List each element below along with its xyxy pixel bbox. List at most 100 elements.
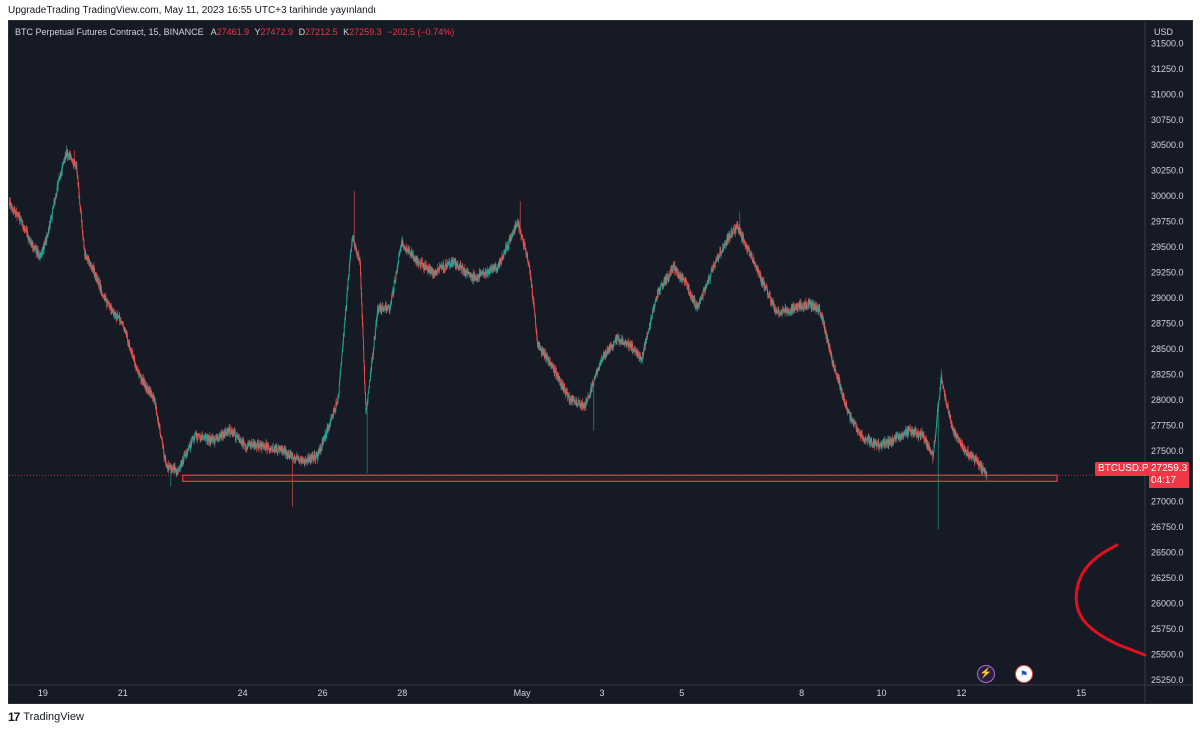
candle-body	[515, 224, 517, 228]
candle-body	[82, 229, 84, 235]
candle-body	[87, 258, 89, 261]
candle-body	[491, 267, 493, 269]
candle-body	[582, 402, 583, 407]
candle-body	[796, 305, 798, 310]
candle-body	[872, 444, 874, 447]
candle-body	[855, 424, 857, 430]
candle-body	[648, 329, 650, 332]
candle-body	[449, 262, 451, 267]
candle-body	[659, 287, 661, 291]
candle-body	[232, 433, 234, 436]
candle-body	[913, 429, 915, 436]
candle-body	[711, 268, 713, 270]
candle-body	[626, 343, 628, 346]
hand-drawn-bracket[interactable]	[1074, 543, 1147, 657]
candle-body	[970, 455, 972, 457]
candle-body	[901, 436, 902, 438]
candle-body	[125, 330, 126, 332]
candle-body	[341, 351, 343, 356]
candle-body	[214, 441, 215, 444]
chart-panel[interactable]: USD 31500.0 31250.0 31000.0 30750.0 30500.0 30…	[8, 20, 1193, 704]
candle-body	[385, 305, 386, 308]
candle-body	[486, 271, 488, 275]
candle-body	[434, 270, 436, 272]
candle-body	[773, 302, 775, 308]
candle-body	[853, 422, 855, 424]
candle-body	[673, 264, 675, 266]
candle-body	[868, 437, 870, 439]
candle-body	[299, 459, 301, 461]
candle-body	[305, 460, 307, 462]
candle-body	[666, 276, 668, 281]
candle-body	[273, 449, 274, 451]
candle-body	[330, 417, 332, 419]
candle-body	[322, 440, 324, 445]
candle-body	[766, 286, 767, 287]
candle-body	[694, 303, 696, 307]
candle-body	[673, 265, 675, 267]
candle-body	[192, 436, 194, 438]
candle-body	[381, 307, 383, 312]
candle-body	[921, 431, 923, 436]
candle-body	[563, 385, 564, 392]
candle-body	[566, 391, 568, 396]
candle-body	[301, 459, 303, 462]
candle-body	[74, 164, 76, 168]
candle-body	[708, 277, 710, 283]
candle-body	[489, 270, 491, 274]
candle-body	[441, 265, 443, 270]
candle-body	[277, 450, 279, 452]
candle-body	[416, 257, 418, 265]
candle-body	[193, 439, 195, 441]
candle-body	[14, 212, 16, 214]
candle-body	[379, 308, 381, 309]
candle-body	[527, 255, 529, 262]
support-zone[interactable]	[182, 474, 1058, 482]
candle-body	[372, 354, 373, 362]
candle-body	[369, 380, 371, 381]
candle-body	[347, 288, 348, 291]
candle-body	[348, 266, 350, 276]
candle-body	[383, 309, 385, 310]
candle-body	[748, 249, 750, 254]
candle-body	[316, 453, 318, 455]
candle-body	[305, 460, 306, 462]
candle-body	[551, 364, 553, 367]
candle-body	[10, 207, 12, 208]
symbol-legend: BTC Perpetual Futures Contract, 15, BINA…	[15, 27, 457, 37]
candle-body	[938, 399, 940, 403]
candle-body	[352, 238, 354, 240]
chart-canvas[interactable]: USD31500.031250.031000.030750.030500.030…	[9, 21, 1192, 703]
candle-body	[555, 369, 556, 371]
candle-body	[108, 305, 110, 307]
candle-body	[53, 201, 55, 204]
candle-body	[762, 278, 764, 284]
candle-body	[125, 331, 127, 334]
candle-body	[481, 273, 483, 275]
candle-body	[803, 307, 804, 309]
lightning-icon[interactable]: ⚡	[977, 665, 995, 683]
candle-body	[337, 402, 338, 404]
candle-body	[716, 259, 717, 261]
candle-body	[150, 390, 151, 391]
candle-body	[763, 280, 765, 289]
candle-body	[808, 302, 810, 305]
candle-body	[160, 437, 162, 438]
candle-body	[432, 269, 433, 272]
candle-body	[208, 441, 210, 442]
tradingview-logo-icon: 17	[8, 710, 20, 724]
candle-body	[256, 445, 258, 449]
candle-body	[95, 273, 97, 277]
candle-body	[760, 276, 761, 281]
candle-body	[732, 230, 734, 236]
candle-body	[510, 236, 512, 240]
us-flag-icon[interactable]: ⚑	[1015, 665, 1033, 683]
candle-body	[197, 433, 199, 436]
candle-body	[113, 311, 115, 316]
candle-body	[831, 353, 833, 361]
candle-body	[603, 354, 605, 357]
candle-body	[816, 306, 818, 310]
candle-body	[553, 366, 555, 373]
candle-body	[296, 455, 298, 456]
candle-body	[709, 278, 710, 279]
